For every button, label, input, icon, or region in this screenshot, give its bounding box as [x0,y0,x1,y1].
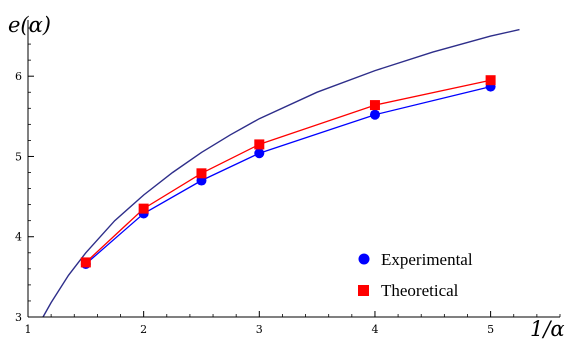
reference-curve-line [43,30,520,317]
x-tick-label: 5 [487,323,494,336]
legend-marker-theoretical [358,285,369,296]
legend-label-theoretical: Theoretical [381,281,459,300]
x-tick-label: 2 [140,323,147,336]
y-tick-label: 6 [15,70,22,83]
x-tick-label: 4 [371,323,378,336]
x-tick-label: 1 [25,323,32,336]
data-point-experimental [370,110,380,120]
tick-marks: 1 2 3 4 5 3 4 5 6 [15,28,560,336]
legend: Experimental Theoretical [358,250,473,300]
data-point-theoretical [254,139,264,149]
data-point-theoretical [139,204,149,214]
y-tick-label: 4 [15,231,22,244]
legend-label-experimental: Experimental [381,250,473,269]
legend-marker-experimental [359,254,370,265]
y-tick-label: 5 [15,150,22,163]
data-point-theoretical [81,257,91,267]
x-tick-label: 3 [256,323,263,336]
data-point-theoretical [370,100,380,110]
x-axis-title: 1/α [530,317,565,341]
series-layer [86,80,491,264]
data-point-theoretical [196,168,206,178]
y-tick-label: 3 [15,311,22,324]
series-line-experimental [86,87,491,264]
data-point-experimental [254,148,264,158]
axes [28,20,560,317]
reference-curve-layer [43,30,520,317]
y-axis-title: e(α) [8,13,51,37]
markers-layer [81,75,496,269]
series-line-theoretical [86,80,491,262]
data-point-theoretical [486,75,496,85]
